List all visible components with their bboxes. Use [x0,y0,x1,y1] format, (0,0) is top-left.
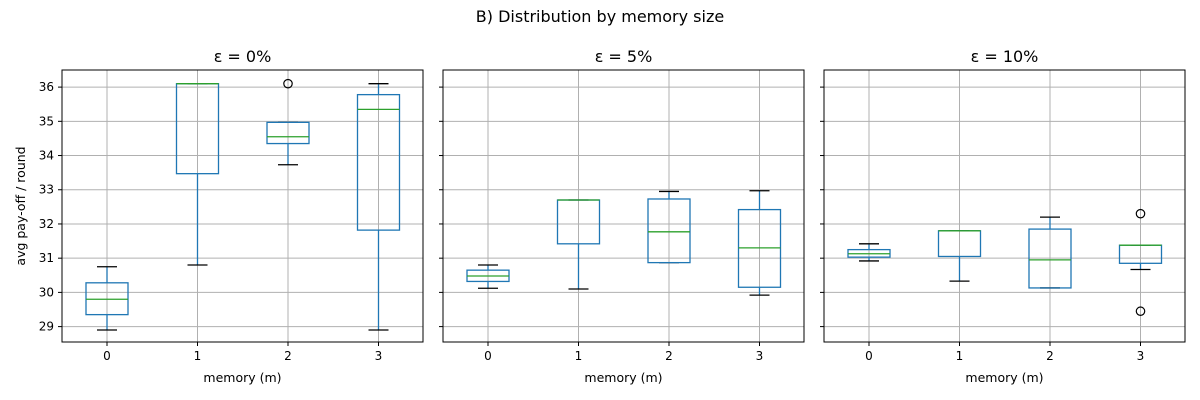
x-tick-label: 0 [484,349,492,363]
box-3 [737,190,782,296]
iqr-box [647,198,691,264]
x-axis-label: memory (m) [203,370,281,385]
y-tick-label: 30 [39,285,54,299]
outlier-point [283,78,293,89]
x-tick-label: 0 [103,349,111,363]
panel-1: 0 1 2 3 ε = 5% memory (m) [439,47,805,385]
box-0 [847,243,891,262]
plot-frame [823,69,1186,343]
panel-title: ε = 10% [971,47,1039,66]
box-2 [266,78,310,166]
x-tick-label: 2 [1046,349,1054,363]
box-0 [466,264,510,289]
panel-title: ε = 5% [595,47,653,66]
box-2 [1028,216,1072,289]
x-tick-label: 1 [956,349,964,363]
y-tick-label: 33 [39,183,54,197]
x-axis-label: memory (m) [584,370,662,385]
x-tick-label: 3 [756,349,764,363]
y-tick-label: 32 [39,217,54,231]
plot-frame [442,69,805,343]
box-2 [647,190,691,264]
x-tick-label: 0 [865,349,873,363]
outlier-point [1135,208,1146,219]
x-tick-label: 3 [375,349,383,363]
box-1 [556,199,601,290]
iqr-box [1028,228,1072,289]
x-tick-label: 1 [575,349,583,363]
figure-title: B) Distribution by memory size [476,7,724,26]
iqr-box [266,121,310,145]
panel-title: ε = 0% [214,47,272,66]
x-axis-label: memory (m) [965,370,1043,385]
box-3 [356,83,401,331]
panel-2: 0 1 2 3 ε = 10% memory (m) [820,47,1186,385]
panel-0: 29 30 31 32 33 34 35 36 0 1 2 3 ε = 0% memory (m) [39,47,424,385]
y-tick-label: 29 [39,320,54,334]
y-tick-label: 31 [39,251,54,265]
iqr-box [356,93,401,231]
y-tick-label: 36 [39,80,54,94]
x-tick-label: 1 [194,349,202,363]
box-0 [85,266,129,331]
y-tick-label: 34 [39,149,54,163]
x-tick-label: 2 [284,349,292,363]
plot-frame [61,69,424,343]
y-tick-label: 35 [39,114,54,128]
box-1 [937,230,982,282]
box-3 [1118,208,1163,317]
box-1 [175,83,220,266]
x-tick-label: 2 [665,349,673,363]
y-axis-label: avg pay-off / round [13,146,28,265]
outlier-point [1135,306,1146,317]
x-tick-label: 3 [1137,349,1145,363]
